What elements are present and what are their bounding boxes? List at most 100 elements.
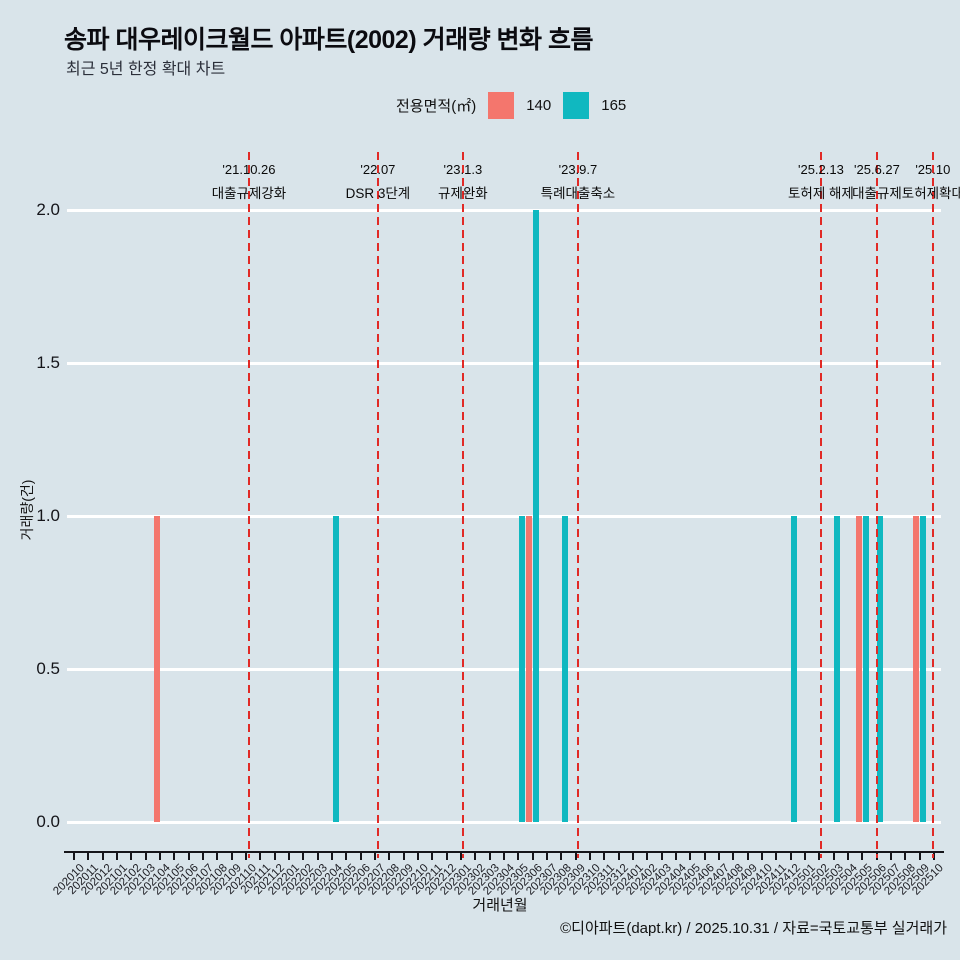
x-tick	[173, 853, 176, 860]
x-tick	[87, 853, 90, 860]
x-tick	[574, 853, 577, 860]
event-line	[819, 152, 823, 858]
x-tick	[588, 853, 591, 860]
x-tick	[717, 853, 720, 860]
x-tick	[130, 853, 133, 860]
event-line	[931, 152, 935, 858]
y-tick-label: 0.0	[36, 812, 60, 831]
legend-title: 전용면적(㎡)	[396, 97, 477, 115]
x-tick	[631, 853, 634, 860]
event-label: 대출규제강화	[211, 186, 287, 201]
page-subtitle: 최근 5년 한정 확대 차트	[66, 61, 226, 78]
bar-165-202509	[920, 516, 926, 822]
x-tick	[531, 853, 534, 860]
x-tick	[560, 853, 563, 860]
x-tick	[460, 853, 463, 860]
x-tick	[245, 853, 248, 860]
x-tick	[259, 853, 262, 860]
bar-140-202306	[526, 516, 533, 822]
x-tick	[603, 853, 606, 860]
bar-140-202509	[913, 516, 919, 822]
event-label: 토허제 해제	[787, 186, 854, 201]
legend-item-165-label: 165	[601, 96, 627, 114]
y-tick-label: 2.0	[36, 200, 60, 219]
bar-165-202506	[877, 516, 884, 822]
x-axis-title: 거래년월	[472, 897, 528, 914]
x-tick	[545, 853, 548, 860]
x-tick	[732, 853, 735, 860]
y-tick-label: 1.5	[36, 353, 60, 372]
x-tick	[689, 853, 692, 860]
bar-165-202204	[332, 516, 339, 822]
x-tick	[889, 853, 892, 860]
x-tick	[216, 853, 219, 860]
event-date: '25.2.13	[797, 162, 844, 177]
bar-165-202503	[834, 516, 841, 822]
footer-credit: ©디아파트(dapt.kr) / 2025.10.31 / 자료=국토교통부 실…	[560, 920, 947, 937]
event-date: '25.10	[915, 162, 951, 177]
x-tick	[474, 853, 477, 860]
event-date: '21.10.26	[222, 162, 276, 177]
y-axis-title: 거래량(건)	[19, 479, 35, 541]
x-tick	[517, 853, 520, 860]
event-date: '23.9.7	[558, 162, 598, 177]
x-tick	[617, 853, 620, 860]
x-tick	[187, 853, 190, 860]
bar-165-202505	[862, 516, 869, 822]
event-label: 특례대출축소	[540, 186, 616, 201]
event-date: '25.6.27	[854, 162, 900, 177]
gridline	[67, 208, 941, 212]
x-tick	[417, 853, 420, 860]
x-tick	[230, 853, 233, 860]
y-tick-label: 1.0	[36, 506, 60, 525]
x-tick	[73, 853, 76, 860]
x-axis-spine	[64, 851, 944, 853]
x-tick	[646, 853, 649, 860]
event-line	[376, 152, 380, 858]
x-tick	[861, 853, 864, 860]
x-tick	[402, 853, 405, 860]
event-label: 규제완화	[438, 186, 488, 201]
bar-140-202104	[153, 516, 160, 822]
bar-165-202308	[561, 516, 568, 822]
gridline	[67, 514, 941, 518]
gridline	[67, 361, 941, 365]
gridline	[67, 667, 941, 671]
bar-165-202306	[533, 210, 540, 822]
x-tick	[503, 853, 505, 860]
event-date: '23.1.3	[443, 162, 483, 177]
x-tick	[760, 853, 763, 860]
x-tick	[101, 853, 104, 860]
x-tick	[374, 853, 377, 860]
x-tick	[904, 853, 907, 860]
x-tick	[789, 853, 792, 860]
x-tick	[746, 853, 749, 860]
x-tick	[918, 853, 921, 860]
event-line	[461, 152, 465, 858]
legend-swatch-165	[563, 91, 590, 119]
y-tick-label: 0.5	[36, 659, 60, 678]
x-tick	[803, 853, 806, 860]
legend-item-140-label: 140	[526, 96, 552, 114]
x-tick	[144, 853, 147, 860]
event-line	[875, 152, 879, 858]
x-tick	[488, 853, 491, 860]
x-tick	[445, 853, 448, 860]
event-label: 토허제확대	[901, 186, 960, 201]
x-tick	[288, 853, 291, 860]
x-tick	[431, 853, 434, 860]
event-date: '22.07	[360, 162, 396, 177]
x-tick	[660, 853, 663, 860]
x-tick	[116, 853, 119, 860]
x-tick	[159, 853, 162, 860]
x-tick	[703, 853, 706, 860]
bar-165-202412	[791, 516, 798, 822]
x-tick	[388, 853, 391, 860]
x-tick	[302, 853, 305, 860]
x-tick	[359, 853, 362, 860]
x-tick	[316, 853, 319, 860]
gridline	[67, 820, 941, 824]
event-label: 대출규제	[852, 186, 902, 201]
page-title: 송파 대우레이크월드 아파트(2002) 거래량 변화 흐름	[64, 26, 594, 54]
